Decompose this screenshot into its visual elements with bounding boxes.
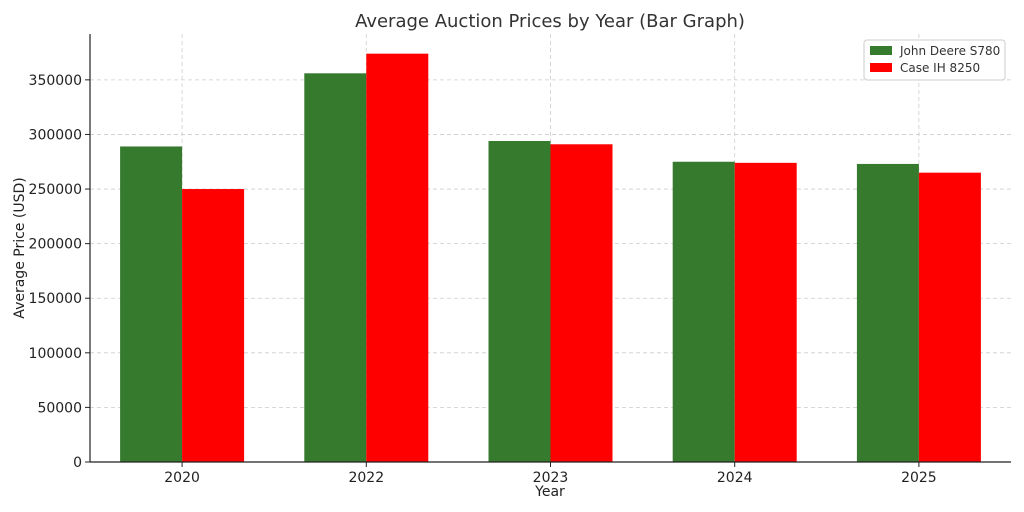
y-tick-label: 100000 [29, 346, 82, 362]
legend: John Deere S780 Case IH 8250 [863, 39, 1006, 81]
x-tick-label: 2023 [533, 470, 569, 486]
bar-case-ih-8250-2025 [918, 172, 981, 462]
y-tick-label: 0 [73, 455, 82, 471]
x-tick-label: 2025 [901, 470, 937, 486]
legend-label: John Deere S780 [899, 44, 1000, 58]
bar-john-deere-s780-2024 [672, 161, 735, 462]
bar-john-deere-s780-2022 [304, 73, 367, 462]
y-tick-label: 350000 [29, 73, 82, 89]
bar-case-ih-8250-2020 [182, 189, 245, 462]
x-tick-label: 2020 [164, 470, 200, 486]
legend-label: Case IH 8250 [900, 61, 980, 75]
bar-john-deere-s780-2025 [856, 163, 919, 462]
bar-john-deere-s780-2020 [120, 146, 183, 463]
legend-swatch [870, 63, 892, 72]
ticks-layer: 0 50000 100000 150000 200000 250000 300000 3500… [29, 73, 937, 486]
bar-john-deere-s780-2023 [488, 141, 551, 462]
legend-box [863, 39, 1006, 81]
y-tick-label: 50000 [37, 400, 82, 416]
x-axis-label: Year [534, 484, 565, 500]
y-tick-label: 250000 [29, 182, 82, 198]
y-tick-label: 300000 [29, 127, 82, 143]
y-tick-label: 200000 [29, 237, 82, 253]
chart-title: Average Auction Prices by Year (Bar Grap… [355, 11, 745, 32]
y-axis-label: Average Price (USD) [12, 177, 28, 318]
bar-case-ih-8250-2023 [550, 144, 613, 462]
x-tick-label: 2024 [717, 470, 753, 486]
bar-case-ih-8250-2024 [734, 162, 797, 462]
bars-layer [120, 53, 981, 463]
y-tick-label: 150000 [29, 291, 82, 307]
x-tick-label: 2022 [348, 470, 384, 486]
legend-swatch [870, 46, 892, 55]
bar-case-ih-8250-2022 [366, 53, 429, 462]
